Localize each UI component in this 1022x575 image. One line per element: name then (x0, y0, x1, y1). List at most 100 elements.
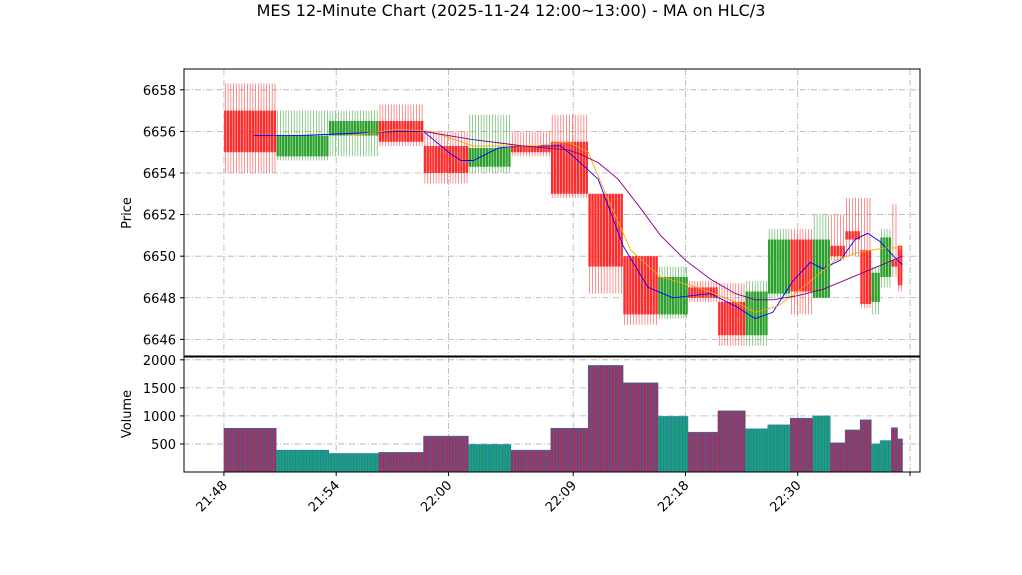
volume-bar-strip (496, 444, 500, 473)
volume-bar-strip (856, 429, 861, 473)
volume-bar-strip (806, 417, 811, 473)
volume-bar-strip (687, 431, 691, 473)
volume-bar-strip (593, 365, 598, 473)
volume-bar-strip (809, 417, 813, 473)
candle-body (693, 287, 696, 298)
volume-bar-strip (414, 452, 419, 473)
candle-down (378, 104, 424, 146)
volume-bar-strip (328, 453, 332, 473)
candle-body (779, 239, 782, 294)
volume-bar-strip (417, 452, 421, 473)
candle-body (553, 141, 557, 194)
volume-bar-strip (437, 435, 441, 473)
candle-body (460, 145, 463, 173)
candle-down (860, 197, 872, 309)
candle-body (600, 193, 603, 267)
volume-bar-strip (698, 431, 702, 473)
candle-body (536, 145, 540, 153)
candle-body (617, 193, 620, 267)
candle-body (737, 301, 740, 336)
candle-body (720, 301, 724, 336)
candle-body (434, 145, 438, 173)
candle-body (629, 256, 632, 315)
candle-body (315, 135, 318, 157)
volume-bar-strip (459, 435, 464, 473)
volume-bar-strip (456, 435, 461, 473)
candle-body (842, 245, 845, 257)
candle-body (376, 120, 379, 136)
candle-body (637, 256, 641, 315)
volume-bar-strip (885, 440, 889, 473)
volume-bar-strip (773, 424, 777, 473)
volume-bar-strip (865, 419, 869, 473)
candle-body (323, 135, 326, 157)
volume-bar (223, 427, 277, 473)
volume-tick-label: 1000 (143, 410, 176, 425)
volume-bar-strip (649, 382, 653, 473)
volume-bars (223, 365, 903, 473)
volume-bar-strip (306, 449, 310, 473)
x-tick-label: 22:09 (543, 478, 580, 515)
candle-down (423, 131, 469, 184)
candle-body (839, 245, 842, 257)
candle-body (320, 135, 323, 157)
candle-body (868, 249, 872, 305)
candle-body (373, 120, 376, 136)
candle-body (696, 287, 699, 298)
volume-bar-strip (841, 442, 846, 473)
volume-bar-strip (406, 452, 410, 473)
candle-body (790, 239, 793, 292)
volume-bar (871, 443, 881, 473)
volume-bar-strip (853, 429, 858, 473)
candle-body (682, 276, 686, 315)
volume-bar-strip (590, 365, 595, 473)
volume-bar-strip (599, 365, 603, 473)
volume-bar-strip (767, 424, 771, 473)
volume-bar (717, 410, 746, 473)
volume-bar (468, 444, 512, 473)
volume-y-ticks: 500 1000 1500 2000 (143, 354, 184, 453)
candle-body (426, 145, 429, 173)
volume-bar-strip (442, 435, 447, 473)
volume-bar-strip (259, 427, 263, 473)
volume-bar-strip (874, 443, 878, 473)
volume-bar-strip (281, 449, 285, 473)
candle-body (362, 120, 365, 136)
candle-body (773, 239, 777, 294)
candle-body (496, 148, 500, 167)
candle-body (306, 135, 310, 157)
candle-body (669, 276, 672, 315)
candle-body (448, 145, 452, 173)
candle-body (734, 301, 737, 336)
volume-bar-strip (587, 365, 592, 473)
candle-up (658, 266, 688, 319)
candle-body (531, 145, 534, 153)
volume-bar-strip (759, 428, 763, 473)
candle-body (265, 110, 268, 153)
price-tick-label: 6658 (143, 84, 176, 99)
candle-body (655, 256, 658, 315)
volume-bar-strip (879, 440, 884, 473)
candle-body (451, 145, 455, 173)
candle-body (545, 145, 548, 153)
candle-body (854, 231, 857, 240)
candle-body (539, 145, 542, 153)
volume-bar-strip (361, 453, 365, 473)
volume-bar-strip (482, 444, 486, 473)
candle-body (677, 276, 680, 315)
candle-body (883, 237, 886, 277)
volume-bar-strip (838, 442, 843, 473)
volume-bar-strip (775, 424, 780, 473)
volume-bar-strip (226, 427, 230, 473)
moving-average-line (253, 130, 903, 320)
volume-bar-strip (868, 419, 872, 473)
volume-bar-strip (550, 427, 554, 473)
candle-down (588, 193, 623, 294)
candle-body (257, 110, 260, 153)
candle-body (594, 193, 597, 267)
volume-bar-strip (273, 427, 277, 473)
candle-body (471, 148, 474, 167)
candle-body (891, 260, 895, 267)
candle-body (317, 135, 321, 157)
